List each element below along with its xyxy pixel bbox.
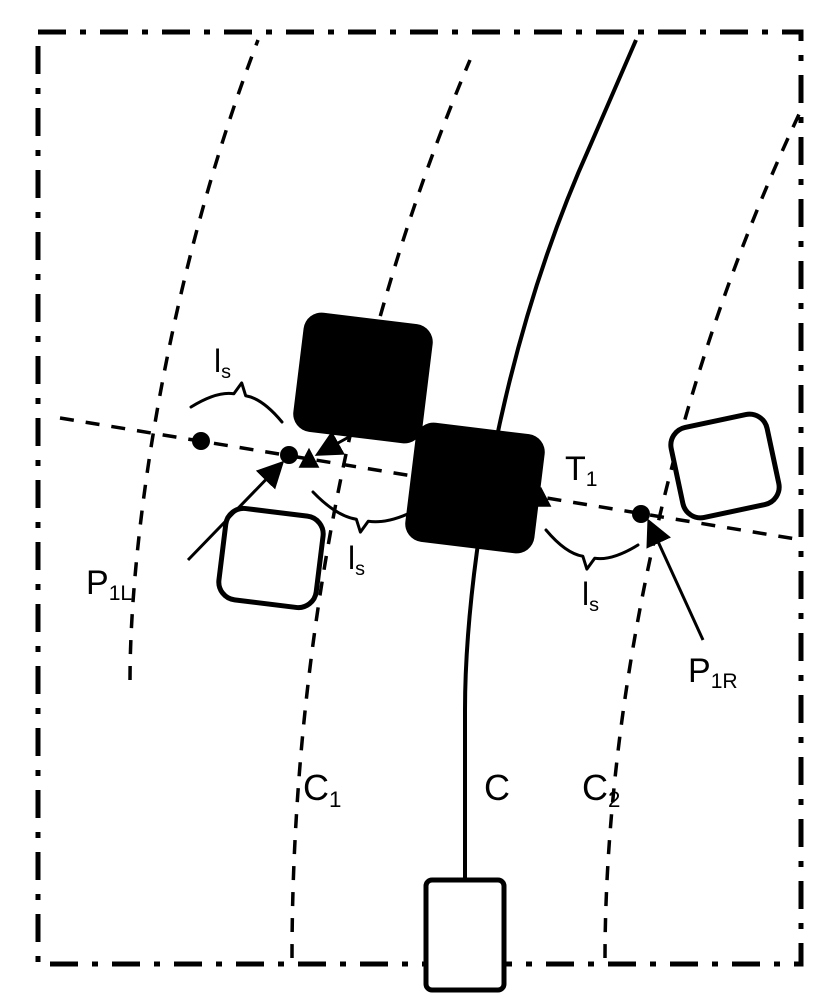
label-C: C — [484, 767, 510, 808]
label-T2-main: T — [378, 405, 399, 443]
vehicle-rect — [426, 880, 504, 990]
label-ls_top-main: l — [214, 343, 221, 379]
label-P1R-main: P — [688, 652, 711, 690]
label-ls_top-sub: s — [221, 361, 231, 383]
label-ls_mid-main: l — [348, 540, 355, 576]
outline-box-box_left — [217, 506, 325, 609]
label-T1-main: T — [565, 450, 586, 488]
dot-dot_P1R — [632, 505, 650, 523]
label-ls_mid-sub: s — [355, 558, 365, 580]
outline-box-box_right — [668, 411, 783, 521]
label-T1: T1 — [565, 450, 598, 491]
label-ls_right-main: l — [582, 576, 589, 612]
label-C1-sub: 1 — [329, 787, 341, 812]
label-P1L: P1L — [86, 564, 132, 605]
curve-C2 — [605, 108, 802, 958]
brace-brace_ls_top — [191, 383, 282, 422]
label-P1R: P1R — [688, 652, 738, 693]
label-T2-sub: 2 — [399, 423, 411, 446]
label-C1-main: C — [303, 767, 329, 808]
label-ls_top: ls — [214, 343, 231, 383]
arrow-arrow_P1R — [650, 524, 703, 640]
label-P1R-sub: 1R — [711, 670, 738, 693]
dot-dot_P1L — [280, 446, 298, 464]
brace-brace_ls_mid — [313, 492, 418, 532]
diagram-canvas: lslslsT2T1P1LP1RC1CC2 — [0, 0, 836, 1000]
label-P1L-sub: 1L — [109, 582, 133, 605]
label-P1L-main: P — [86, 564, 109, 602]
label-ls_right: ls — [582, 576, 599, 616]
label-C1: C1 — [303, 767, 341, 812]
label-T1-sub: 1 — [586, 468, 598, 491]
label-C2-sub: 2 — [608, 787, 620, 812]
label-ls_right-sub: s — [589, 594, 599, 616]
dot-dot_outerL — [192, 432, 210, 450]
brace-brace_ls_right — [546, 530, 638, 569]
label-C-main: C — [484, 767, 510, 808]
filled-box-box_T2 — [291, 311, 435, 446]
filled-box-box_T1 — [403, 421, 547, 556]
label-ls_mid: ls — [348, 540, 365, 580]
label-C2-main: C — [582, 767, 608, 808]
